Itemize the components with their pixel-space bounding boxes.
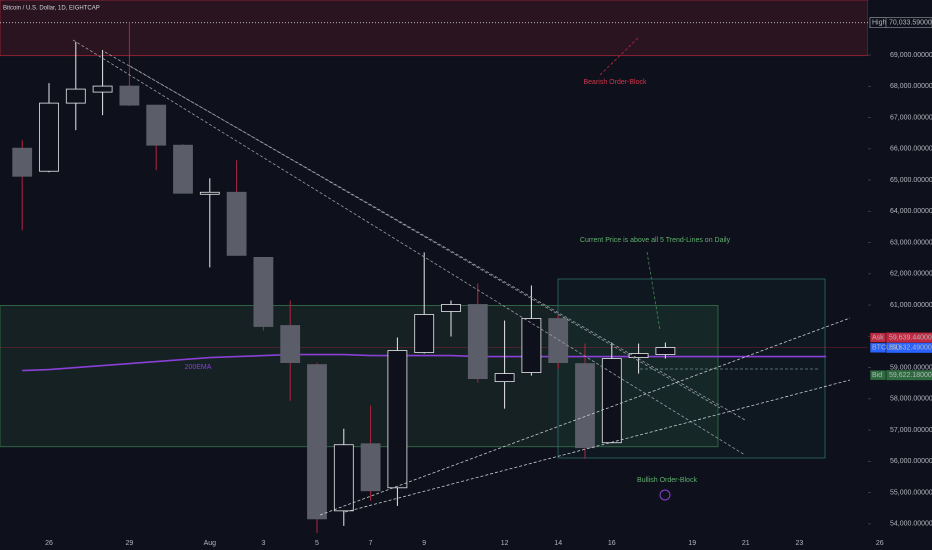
price-axis [868, 0, 932, 550]
zone-label: Bullish Order-Block [637, 477, 697, 484]
x-tick-label: 26 [45, 540, 53, 547]
y-tick-label: 68,000.00000 [890, 83, 932, 90]
x-tick-label: 29 [126, 540, 134, 547]
x-tick-label: 23 [796, 540, 804, 547]
candle-body [307, 364, 327, 520]
target-box [557, 278, 826, 459]
trend-line [319, 317, 851, 516]
price-tag-name: BTCUSD [872, 345, 901, 352]
price-tag-value: 59,622.18000 [889, 372, 932, 379]
y-tick-label: 55,000.00000 [890, 489, 932, 496]
price-tag [870, 342, 932, 353]
y-tick-label: 66,000.00000 [890, 146, 932, 153]
annotation-pointer [599, 37, 639, 76]
x-tick-label: 9 [422, 540, 426, 547]
candle-body [467, 304, 488, 380]
candle-body [521, 318, 542, 373]
candle-body [601, 358, 622, 444]
x-tick-label: Aug [204, 540, 217, 547]
price-tag [870, 332, 932, 343]
axes: 54,000.00000 55,000.00000 56,000.00000 57,0… [45, 17, 932, 547]
y-tick-label: 57,000.00000 [890, 427, 932, 434]
y-tick-label: 67,000.00000 [890, 114, 932, 121]
y-tick-label: 65,000.00000 [890, 177, 932, 184]
marks [0, 22, 868, 533]
trend-line [129, 65, 721, 409]
candle-body [333, 444, 354, 512]
candle-body [575, 363, 595, 449]
candle-body [387, 350, 408, 489]
candle-body [280, 325, 301, 363]
price-tag-name: Bid [872, 372, 882, 379]
candle-body [548, 318, 569, 363]
order-block [0, 0, 869, 57]
candle-body [173, 144, 193, 194]
candle-body [199, 191, 220, 195]
x-tick-label: 3 [261, 540, 265, 547]
trend-line [344, 379, 851, 513]
y-tick-label: 63,000.00000 [890, 239, 932, 246]
y-tick-label: 58,000.00000 [890, 396, 932, 403]
candle-body [119, 85, 140, 106]
zones [0, 0, 869, 448]
candle-body [146, 104, 167, 146]
x-tick-label: 12 [501, 540, 509, 547]
trend-line [72, 39, 746, 456]
time-axis [0, 537, 868, 550]
trend-lines [72, 37, 851, 516]
y-tick-label: 64,000.00000 [890, 208, 932, 215]
x-tick-label: 16 [608, 540, 616, 547]
candle-body [360, 443, 381, 492]
candle-body [92, 85, 113, 93]
price-tag-value: 70,033.59000 [889, 20, 932, 27]
price-tag-value: 59,632.49000 [889, 345, 932, 352]
candle-body [65, 88, 86, 104]
candle-body [39, 102, 59, 172]
ema-label: 200EMA [185, 364, 212, 371]
x-tick-label: 21 [742, 540, 750, 547]
y-tick-label: 54,000.00000 [890, 521, 932, 528]
candle-body [441, 304, 461, 312]
price-tag [870, 370, 932, 381]
price-tag-name-box [869, 17, 887, 29]
annotation: Current Price is above all 5 Trend-Lines… [580, 237, 731, 244]
x-tick-label: 26 [876, 540, 884, 547]
x-tick-label: 14 [554, 540, 562, 547]
event-icon[interactable] [659, 489, 671, 501]
order-block [0, 305, 719, 448]
y-tick-label: 69,000.00000 [890, 52, 932, 59]
trend-line [104, 51, 746, 421]
candle-body [253, 257, 274, 327]
price-tag-name-box [869, 369, 887, 381]
y-tick-label: 61,000.00000 [890, 302, 932, 309]
price-tag-name: High [872, 20, 887, 27]
x-tick-label: 5 [315, 540, 319, 547]
x-tick-label: 19 [688, 540, 696, 547]
candle-body [226, 191, 247, 256]
ema-line [22, 353, 827, 372]
zone-label: Bearish Order-Block [583, 79, 647, 86]
candle-body [494, 373, 515, 383]
x-tick-label: 7 [369, 540, 373, 547]
y-tick-label: 56,000.00000 [890, 458, 932, 465]
candle-body [12, 147, 33, 177]
y-tick-label: 62,000.00000 [890, 271, 932, 278]
candle-body [655, 347, 676, 355]
candle-body [414, 314, 435, 353]
annotation-pointer [646, 251, 661, 331]
chart-title: Bitcoin / U.S. Dollar, 1D, EIGHTCAP [3, 6, 100, 12]
price-tag-value: 59,639.44000 [889, 334, 932, 341]
price-tag-name: Ask [872, 334, 884, 341]
y-tick-label: 59,000.00000 [890, 364, 932, 371]
price-tag-name-box [869, 342, 887, 354]
